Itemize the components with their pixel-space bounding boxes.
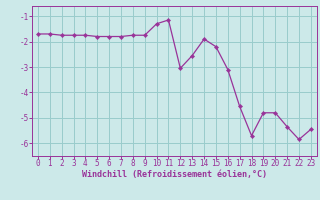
X-axis label: Windchill (Refroidissement éolien,°C): Windchill (Refroidissement éolien,°C) (82, 170, 267, 179)
